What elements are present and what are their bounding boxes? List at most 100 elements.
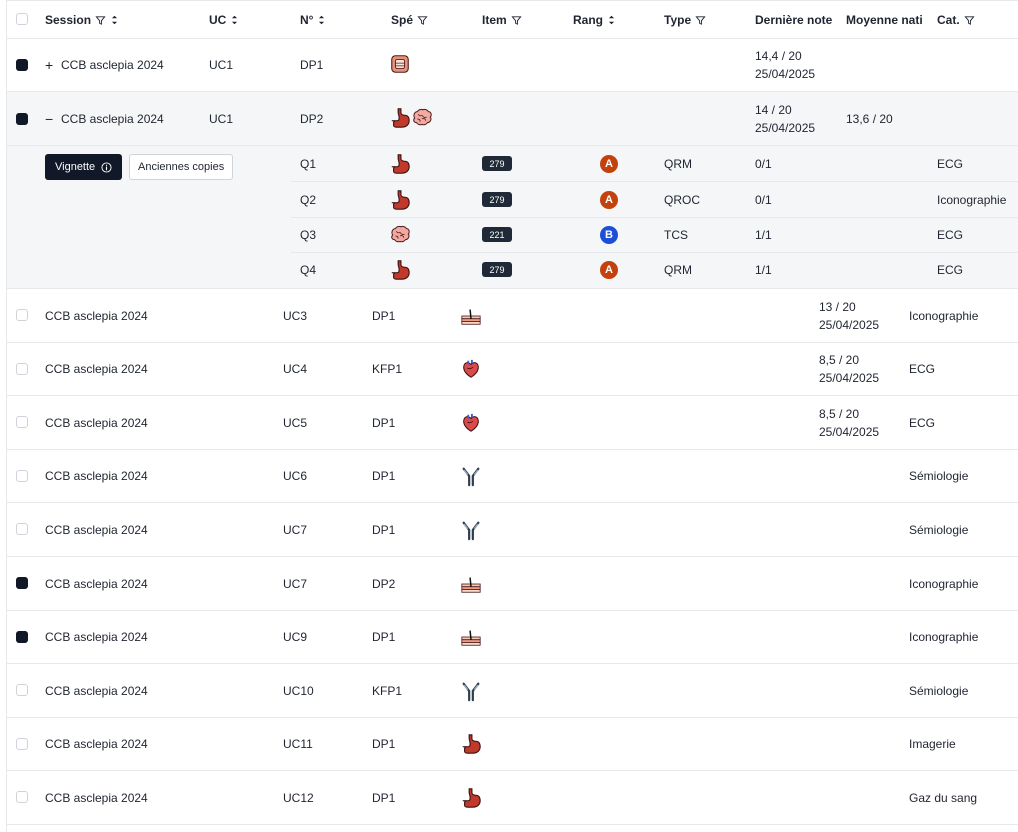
row-checkbox[interactable] [16,631,28,643]
filter-icon[interactable] [511,15,522,26]
note-cell: 0/1 [755,193,772,207]
antibody-icon [460,465,482,487]
row-checkbox[interactable] [16,113,28,125]
table-row[interactable]: CCB asclepia 2024 UC6 DP1 Sémiologie [7,450,1018,503]
row-checkbox[interactable] [16,363,28,375]
header-num-label: N° [300,13,314,27]
filter-icon[interactable] [964,15,975,26]
header-moyenne[interactable]: Moyenne nati [846,11,930,29]
uc-cell: UC4 [283,362,308,376]
uc-cell: UC1 [209,112,234,126]
session-cell: CCB asclepia 2024 [45,469,148,483]
note-cell: 0/1 [755,157,772,171]
table-row[interactable]: + CCB asclepia 2024 UC1 DP1 14,4 / 20 25… [7,39,1018,92]
table-row[interactable]: CCB asclepia 2024 UC11 DP1 Imagerie [7,718,1018,771]
session-cell: CCB asclepia 2024 [61,112,164,126]
header-session[interactable]: Session [45,11,119,29]
num-cell: DP2 [372,577,396,591]
session-cell: CCB asclepia 2024 [45,523,148,537]
filter-icon[interactable] [695,15,706,26]
cat-cell: Sémiologie [909,469,969,483]
header-spe-label: Spé [391,13,414,27]
num-cell: KFP1 [372,684,403,698]
question-row[interactable]: Q1 279 A QRM 0/1 ECG [291,146,1018,182]
uc-cell: UC3 [283,309,308,323]
session-cell: CCB asclepia 2024 [45,416,148,430]
table-row[interactable]: − CCB asclepia 2024 UC1 DP2 14 / 20 25/0… [7,92,1018,146]
question-label: Q4 [300,263,317,277]
collapse-icon[interactable]: − [45,111,54,127]
header-num[interactable]: N° [300,11,326,29]
question-label: Q1 [300,157,317,171]
table-row[interactable]: CCB asclepia 2024 UC7 DP1 Sémiologie [7,503,1018,557]
date-cell: 25/04/2025 [755,67,816,81]
info-icon [101,161,112,173]
row-checkbox[interactable] [16,577,28,589]
brain-icon [411,107,433,129]
antibody-icon [460,519,482,541]
stomach-icon [389,189,411,211]
note-cell: 13 / 20 [819,300,856,314]
row-checkbox[interactable] [16,684,28,696]
cat-cell: Iconographie [937,193,1007,207]
heart-icon [460,358,482,380]
sort-icon[interactable] [317,14,326,26]
item-badge: 279 [482,192,512,207]
item-badge: 279 [482,262,512,277]
expand-icon[interactable]: + [45,57,54,73]
anciennes-copies-button[interactable]: Anciennes copies [129,154,234,180]
sort-icon[interactable] [110,14,119,26]
table-row[interactable]: CCB asclepia 2024 UC9 DP1 Iconographie [7,611,1018,664]
uc-cell: UC12 [283,791,314,805]
stomach-icon [460,787,482,809]
row-checkbox[interactable] [16,791,28,803]
question-row[interactable]: Q2 279 A QROC 0/1 Iconographie [291,182,1018,218]
header-uc[interactable]: UC [209,11,239,29]
header-type[interactable]: Type [664,11,706,29]
num-cell: DP1 [372,469,396,483]
header-rang[interactable]: Rang [573,11,616,29]
vignette-button[interactable]: Vignette [45,154,123,180]
rang-badge: B [600,226,618,244]
sort-icon[interactable] [230,14,239,26]
note-cell: 14,4 / 20 [755,49,802,63]
row-checkbox[interactable] [16,309,28,321]
session-cell: CCB asclepia 2024 [45,630,148,644]
question-row[interactable]: Q3 221 B TCS 1/1 ECG [291,218,1018,253]
header-cat[interactable]: Cat. [937,11,975,29]
sort-icon[interactable] [607,14,616,26]
row-checkbox[interactable] [16,738,28,750]
table-row[interactable]: CCB asclepia 2024 UC7 DP2 Iconographie [7,557,1018,611]
rang-badge: A [600,155,618,173]
filter-icon[interactable] [417,15,428,26]
table-row[interactable]: CCB asclepia 2024 UC4 KFP1 8,5 / 20 25/0… [7,343,1018,396]
note-cell: 1/1 [755,228,772,242]
row-checkbox[interactable] [16,59,28,71]
select-all-checkbox[interactable] [16,13,28,25]
table-row[interactable]: CCB asclepia 2024 UC12 DP1 Gaz du sang [7,771,1018,825]
session-cell: CCB asclepia 2024 [45,684,148,698]
uc-cell: UC6 [283,469,308,483]
note-cell: 8,5 / 20 [819,353,860,367]
num-cell: DP2 [300,112,324,126]
table-row[interactable]: CCB asclepia 2024 UC10 KFP1 Sémiologie [7,664,1018,718]
header-spe[interactable]: Spé [391,11,428,29]
table-row[interactable]: CCB asclepia 2024 UC5 DP1 8,5 / 20 25/04… [7,396,1018,450]
type-cell: TCS [664,228,688,242]
header-session-label: Session [45,13,92,27]
table-header: Session UC N° Spé Item Rang Type [7,1,1018,39]
header-derniere-note[interactable]: Dernière note [755,11,832,29]
antibody-icon [460,680,482,702]
row-checkbox[interactable] [16,523,28,535]
filter-icon[interactable] [95,15,106,26]
item-badge: 279 [482,156,512,171]
row-checkbox[interactable] [16,470,28,482]
header-item[interactable]: Item [482,11,522,29]
row-checkbox[interactable] [16,416,28,428]
table-row[interactable]: CCB asclepia 2024 UC3 DP1 13 / 20 25/04/… [7,289,1018,343]
moyenne-cell: 13,6 / 20 [846,112,893,126]
note-cell: 14 / 20 [755,103,792,117]
num-cell: DP1 [372,630,396,644]
stomach-icon [389,107,411,129]
question-row[interactable]: Q4 279 A QRM 1/1 ECG [291,253,1018,289]
